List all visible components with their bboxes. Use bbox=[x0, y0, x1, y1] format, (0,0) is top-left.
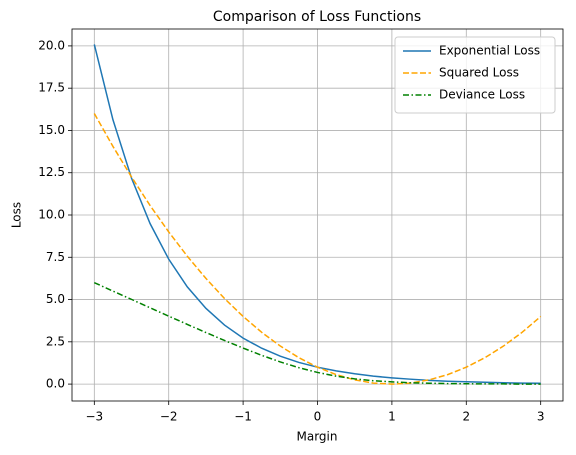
line-series bbox=[93, 113, 542, 385]
legend-box bbox=[394, 36, 556, 114]
y-tick-label: 2.5 bbox=[46, 334, 65, 348]
legend-label: Exponential Loss bbox=[439, 44, 540, 58]
legend: Exponential Loss Squared Loss Deviance Los… bbox=[394, 36, 556, 114]
legend-label: Deviance Loss bbox=[439, 88, 525, 102]
x-tick-label: −3 bbox=[85, 410, 103, 424]
x-tick-label: 0 bbox=[314, 410, 322, 424]
y-tick-label: 15.0 bbox=[38, 123, 65, 137]
y-tick-label: 20.0 bbox=[38, 38, 65, 52]
y-tick-label: 12.5 bbox=[38, 165, 65, 179]
y-tick-label: 5.0 bbox=[46, 292, 65, 306]
x-axis-label: Margin bbox=[297, 430, 338, 444]
y-tick-label: 10.0 bbox=[38, 208, 65, 222]
y-tick-label: 0.0 bbox=[46, 377, 65, 391]
x-tick-label: 2 bbox=[462, 410, 470, 424]
x-tick-label: −1 bbox=[234, 410, 252, 424]
legend-label: Squared Loss bbox=[439, 66, 519, 80]
x-tick-label: 3 bbox=[537, 410, 545, 424]
chart-title: Comparison of Loss Functions bbox=[213, 9, 421, 25]
x-tick-label: −2 bbox=[160, 410, 178, 424]
line-series bbox=[94, 281, 541, 385]
plot-frame bbox=[71, 28, 564, 402]
y-axis-label: Loss bbox=[10, 202, 24, 228]
y-tick-label: 7.5 bbox=[46, 250, 65, 264]
x-tick-label: 1 bbox=[388, 410, 396, 424]
y-tick-label: 17.5 bbox=[38, 81, 65, 95]
